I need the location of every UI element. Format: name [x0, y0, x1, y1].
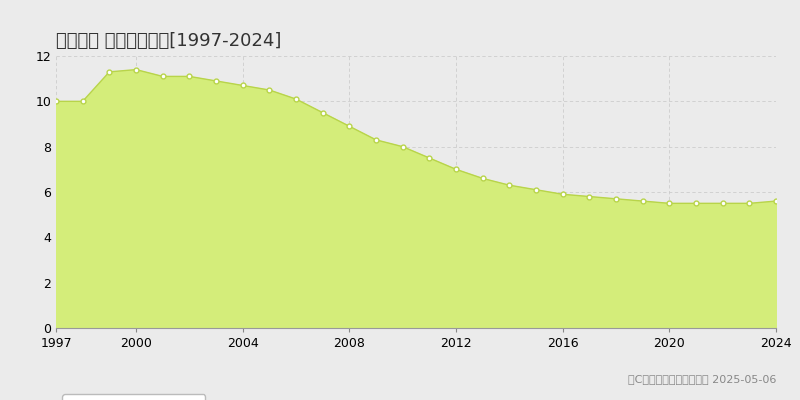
Text: 波佐見町 基準地価推移[1997-2024]: 波佐見町 基準地価推移[1997-2024] [56, 32, 282, 50]
Legend: 基準地価 平均坪単価(万円/坪): 基準地価 平均坪単価(万円/坪) [62, 394, 206, 400]
Text: （C）土地価格ドットコム 2025-05-06: （C）土地価格ドットコム 2025-05-06 [628, 374, 776, 384]
